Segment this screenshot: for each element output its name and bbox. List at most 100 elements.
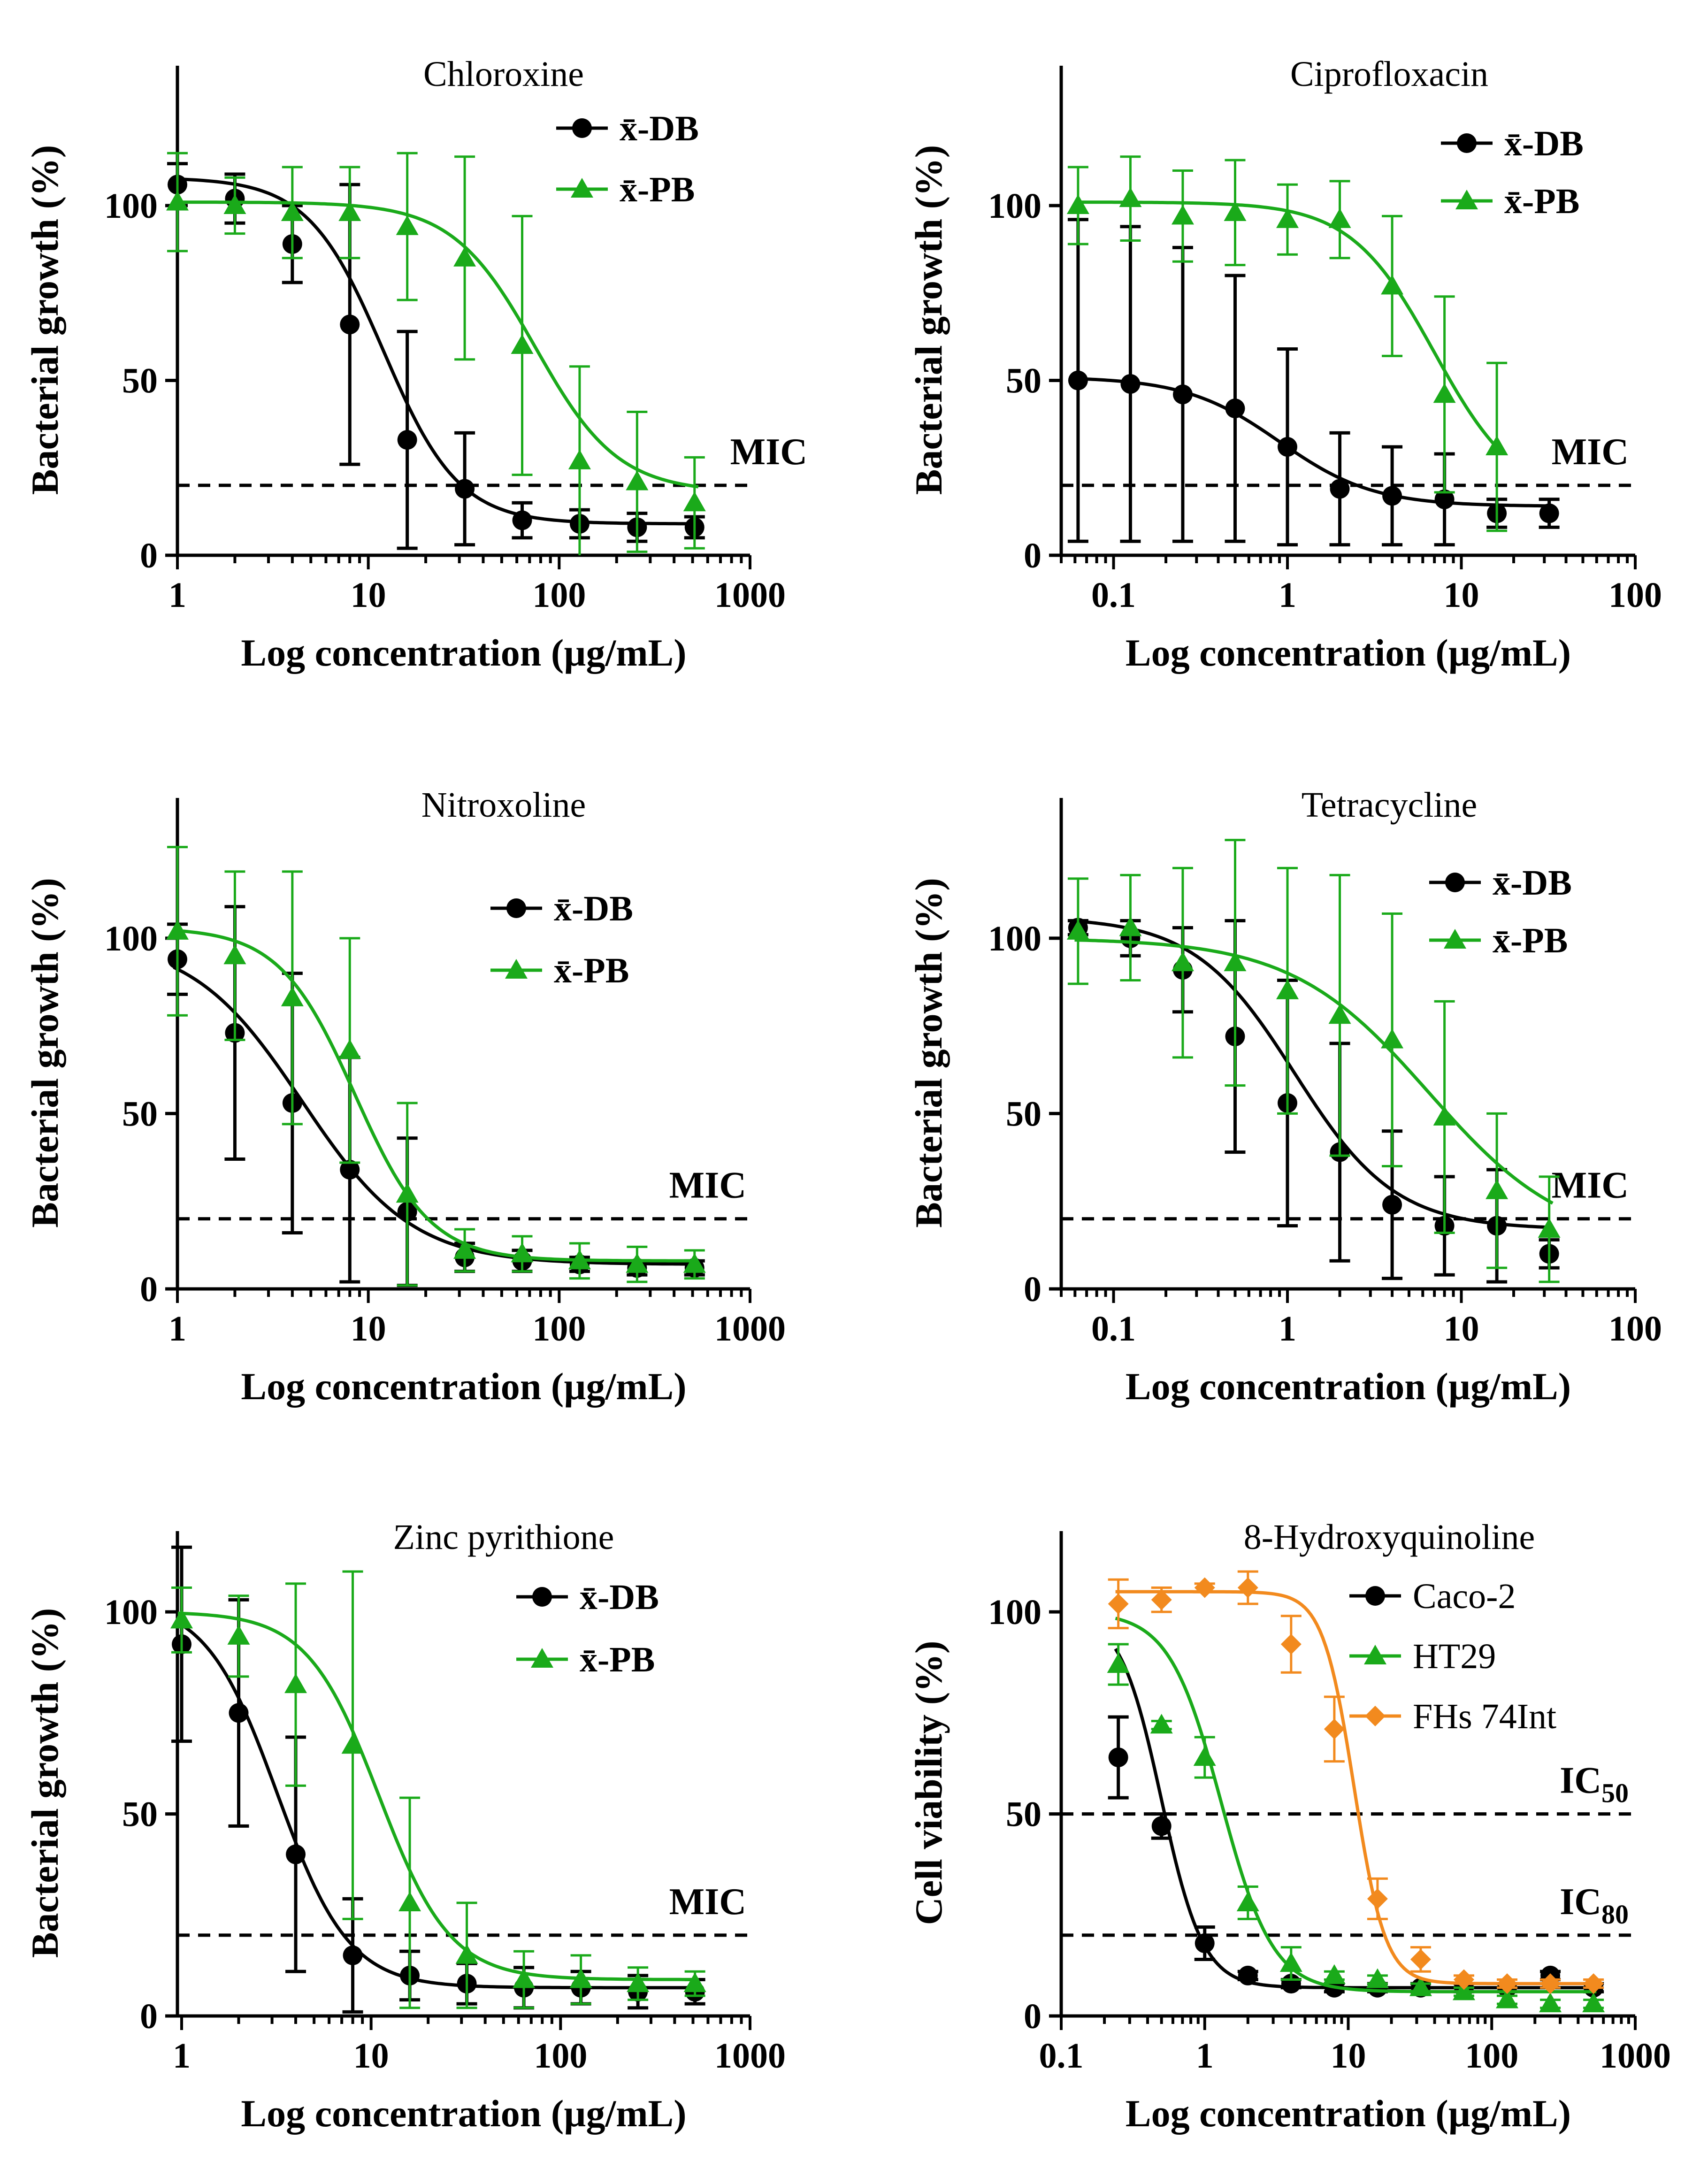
series-1 (1067, 218, 1560, 547)
legend-marker (506, 898, 526, 918)
fit-curve (173, 177, 698, 526)
data-point (1381, 1028, 1404, 1049)
data-point (223, 194, 246, 214)
x-tick-label: 0.1 (1091, 1309, 1136, 1349)
fit-curve (173, 200, 699, 489)
legend-marker (1444, 929, 1466, 949)
x-tick-label: 100 (532, 575, 586, 615)
y-tick-label: 100 (104, 186, 158, 226)
legend-label: x̄-DB (580, 1578, 659, 1617)
y-tick-label: 50 (122, 1094, 158, 1134)
data-point (284, 1673, 307, 1694)
y-tick-label: 100 (988, 1593, 1041, 1632)
chart-panel-1: 0 50 100 1 10 100 1000 Log concentration (µg/mL… (23, 54, 807, 674)
chart-title: Tetracycline (1302, 785, 1477, 825)
x-tick-label: 10 (353, 2036, 389, 2076)
x-tick-label: 10 (1444, 1309, 1479, 1349)
x-tick-label: 1000 (1600, 2036, 1671, 2076)
data-point (1194, 1577, 1215, 1598)
legend-label: x̄-PB (1504, 182, 1579, 221)
fit-curve (1074, 919, 1553, 1229)
data-point (1539, 503, 1559, 523)
y-tick-label: 50 (122, 1795, 158, 1834)
legend-label: Caco-2 (1413, 1577, 1516, 1616)
data-point (1486, 1179, 1509, 1199)
x-axis-label: Log concentration (µg/mL) (1126, 1365, 1571, 1408)
legend-marker (1455, 190, 1478, 209)
legend-label: x̄-DB (620, 109, 699, 148)
y-tick-label: 50 (1006, 1795, 1041, 1834)
x-tick-label: 1 (1279, 1309, 1296, 1349)
x-axis-label: Log concentration (µg/mL) (241, 1365, 686, 1408)
data-point (1193, 1746, 1216, 1766)
x-tick-label: 10 (1444, 575, 1479, 615)
data-point (396, 1183, 419, 1203)
data-point (1367, 1888, 1388, 1909)
series-2 (1107, 1617, 1605, 2013)
data-point (166, 920, 189, 940)
x-tick-label: 1 (1196, 2036, 1214, 2076)
data-point (170, 1609, 193, 1629)
data-point (569, 1968, 592, 1988)
data-point (1120, 374, 1141, 394)
data-point (1583, 1973, 1604, 1994)
data-point (1323, 1964, 1346, 1984)
threshold-label-text: MIC (669, 1881, 746, 1923)
y-tick-label: 0 (1024, 536, 1041, 575)
data-point (1366, 1968, 1389, 1988)
data-point (1066, 920, 1089, 940)
data-point (338, 201, 361, 221)
fit-curve (177, 1611, 699, 1981)
data-point (512, 510, 532, 530)
data-point (513, 1968, 536, 1988)
legend-label: HT29 (1413, 1637, 1496, 1676)
threshold-label-text: MIC (730, 431, 807, 473)
chart-panel-3: 0 50 100 1 10 100 1000 Log concentration (µg/mL… (23, 785, 786, 1408)
legend-label: x̄-DB (554, 889, 633, 928)
data-point (166, 191, 189, 211)
y-tick-label: 0 (140, 1270, 158, 1309)
data-point (627, 1972, 650, 1992)
data-point (1328, 1004, 1351, 1024)
legend-marker (571, 178, 593, 198)
data-point (396, 215, 419, 235)
data-point (1107, 1653, 1130, 1673)
data-point (683, 1253, 706, 1273)
x-axis-label: Log concentration (µg/mL) (1126, 2092, 1571, 2135)
data-point (453, 1239, 476, 1259)
data-point (1452, 1980, 1475, 2000)
fit-curve (1074, 938, 1554, 1205)
data-point (1225, 398, 1245, 419)
data-point (1237, 1577, 1258, 1598)
data-point (1195, 1933, 1215, 1954)
data-point (1151, 1816, 1172, 1836)
x-tick-label: 1000 (714, 1309, 786, 1349)
data-point (281, 986, 304, 1006)
chart-title: Nitroxoline (421, 785, 586, 825)
chart-panel-4: 0 50 100 0.1 1 10 100 Log concentration (µg/mL)… (907, 785, 1662, 1408)
data-point (1382, 486, 1402, 506)
series-1 (1067, 918, 1560, 1284)
x-axis-label: Log concentration (µg/mL) (241, 2092, 686, 2135)
data-point (1119, 916, 1142, 936)
data-point (626, 470, 649, 490)
legend-marker (531, 1648, 553, 1668)
data-point (223, 944, 246, 965)
data-point (1171, 205, 1194, 225)
data-point (511, 1242, 534, 1263)
data-point (1433, 383, 1456, 403)
data-point (1582, 1992, 1605, 2013)
series-3 (1108, 1570, 1604, 1994)
data-point (1540, 1973, 1561, 1994)
x-tick-label: 1 (173, 2036, 191, 2076)
data-point (1538, 1218, 1561, 1238)
threshold-label-subscript: 50 (1601, 1778, 1629, 1809)
legend-marker (1457, 133, 1477, 153)
fit-curve (177, 1621, 699, 1990)
data-point (1151, 1589, 1172, 1610)
data-point (1224, 951, 1247, 972)
data-point (227, 1625, 250, 1645)
data-point (1453, 1969, 1474, 1990)
data-point (1486, 436, 1509, 456)
data-point (626, 1253, 649, 1273)
